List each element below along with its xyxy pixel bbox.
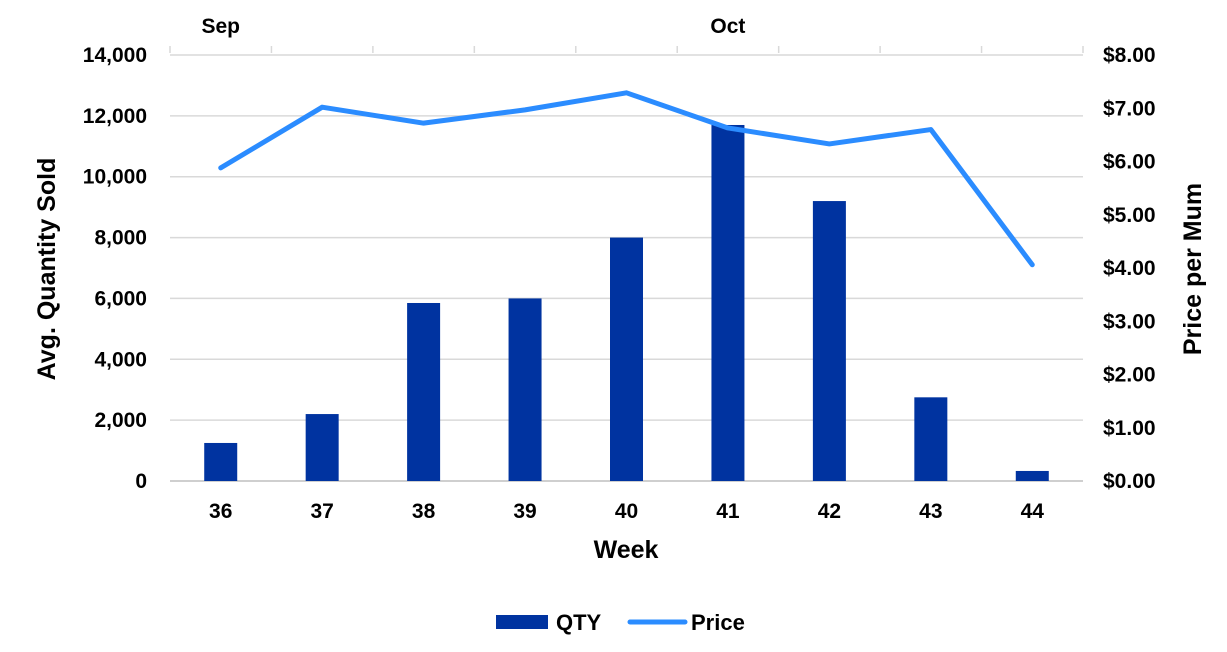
right-y-tick-label: $6.00	[1103, 151, 1156, 174]
qty-bar	[812, 201, 846, 482]
x-axis-title: Week	[594, 536, 659, 564]
x-tick-label: 39	[513, 500, 536, 523]
qty-bar	[204, 442, 238, 481]
left-y-tick-label: 14,000	[83, 44, 147, 67]
right-y-tick-label: $1.00	[1103, 417, 1156, 440]
right-y-axis-title: Price per Mum	[1179, 183, 1207, 355]
qty-bar	[508, 298, 542, 481]
left-y-tick-label: 0	[135, 470, 147, 493]
right-y-tick-label: $8.00	[1103, 44, 1156, 67]
right-y-tick-label: $0.00	[1103, 470, 1156, 493]
left-y-tick-label: 6,000	[94, 287, 147, 310]
x-tick-label: 36	[209, 500, 232, 523]
right-y-tick-label: $2.00	[1103, 364, 1156, 387]
left-y-tick-label: 2,000	[94, 409, 147, 432]
price-line-layer	[218, 90, 1035, 268]
x-tick-label: 38	[412, 500, 436, 523]
month-label: Oct	[710, 15, 745, 38]
qty-bar	[1015, 470, 1049, 481]
right-y-tick-label: $3.00	[1103, 310, 1156, 333]
x-axis: 36 37 38 39 40 41 42 43 44	[209, 500, 1044, 523]
qty-bar	[914, 397, 948, 481]
x-tick-label: 37	[310, 500, 333, 523]
right-y-tick-label: $4.00	[1103, 257, 1156, 280]
left-y-axis-title: Avg. Quantity Sold	[33, 158, 61, 381]
right-y-axis: $0.00 $1.00 $2.00 $3.00 $4.00 $5.00 $6.00 $7.00…	[1103, 44, 1156, 493]
qty-bar	[610, 237, 643, 481]
x-tick-label: 41	[716, 500, 740, 523]
legend: QTY Price	[496, 610, 745, 635]
qty-bar	[305, 414, 339, 481]
legend-price-label: Price	[691, 610, 745, 635]
left-y-tick-label: 12,000	[83, 105, 147, 128]
qty-bar	[711, 124, 745, 481]
left-y-axis: 0 2,000 4,000 6,000 8,000 10,000 12,000 14,000	[83, 44, 147, 493]
month-labels: Sep Oct	[169, 15, 1084, 53]
x-tick-label: 40	[615, 500, 638, 523]
left-y-tick-label: 10,000	[83, 166, 147, 189]
right-y-tick-label: $5.00	[1103, 204, 1156, 227]
qty-bars	[204, 124, 1049, 482]
x-tick-label: 44	[1021, 500, 1045, 523]
qty-bar	[407, 302, 441, 481]
month-label: Sep	[201, 15, 240, 38]
left-y-tick-label: 8,000	[94, 227, 147, 250]
legend-qty-label: QTY	[556, 610, 602, 635]
left-y-tick-label: 4,000	[94, 348, 147, 371]
legend-qty-swatch	[496, 615, 548, 629]
x-tick-label: 42	[818, 500, 841, 523]
x-tick-label: 43	[919, 500, 942, 523]
right-y-tick-label: $7.00	[1103, 97, 1156, 120]
